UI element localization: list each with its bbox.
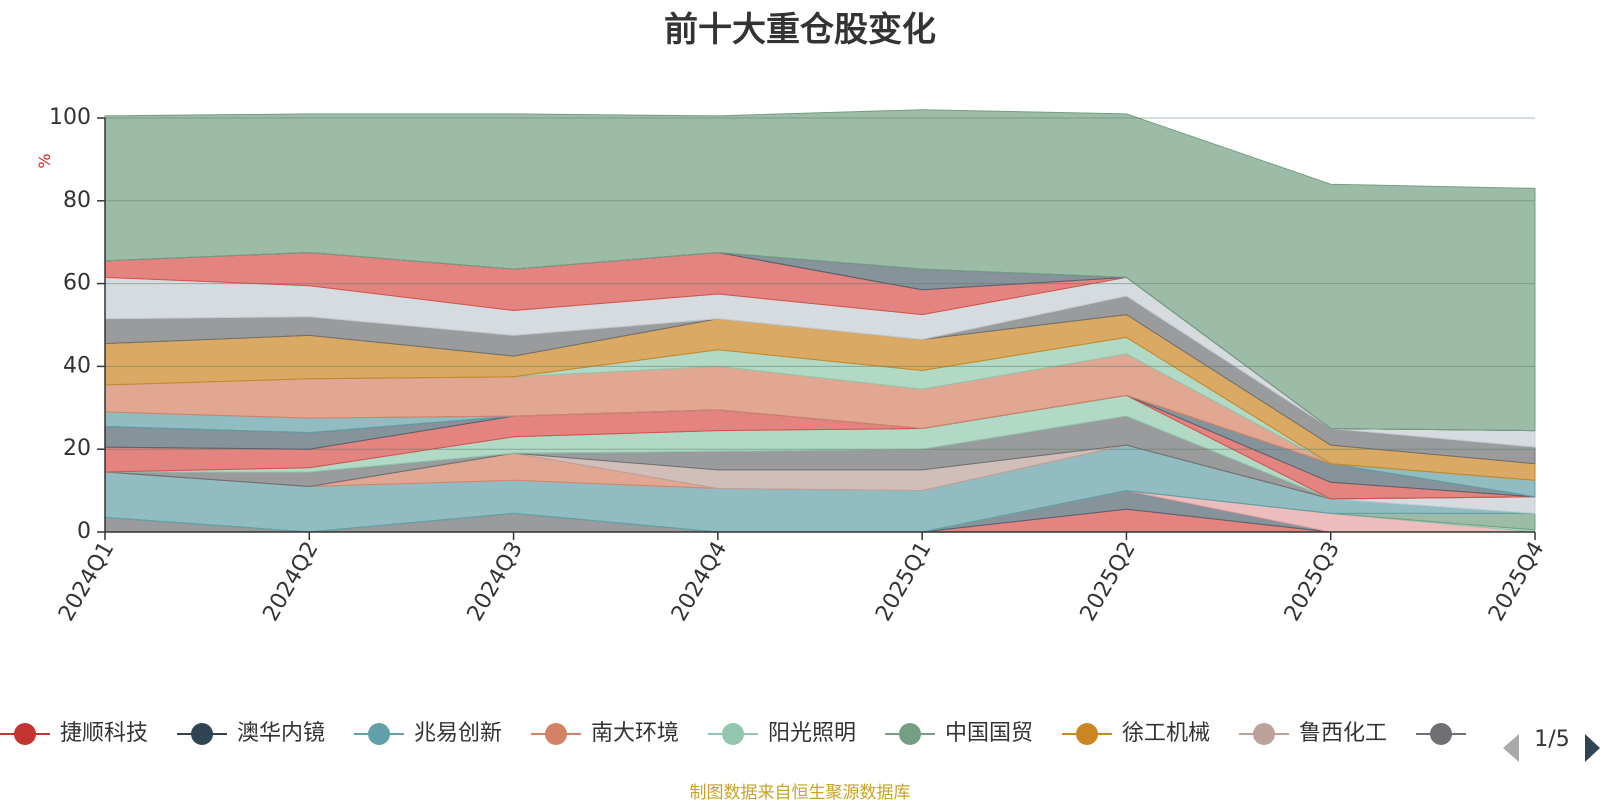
legend-marker-icon: [368, 723, 390, 745]
legend-label: 兆易创新: [414, 721, 502, 746]
legend-label: 鲁西化工: [1299, 721, 1387, 746]
legend-item[interactable]: 澳华内镜: [177, 721, 325, 746]
legend-label: 南大环境: [591, 721, 679, 746]
legend-item[interactable]: 阳光照明: [708, 721, 856, 746]
legend-marker-icon: [1253, 723, 1275, 745]
legend-marker-icon: [1076, 723, 1098, 745]
y-tick-label: 80: [63, 188, 91, 213]
chart-title: 前十大重仓股变化: [664, 10, 936, 50]
legend-item[interactable]: 兆易创新: [354, 721, 502, 746]
legend-marker-icon: [545, 723, 567, 745]
x-tick-label: 2025Q3: [1280, 538, 1345, 626]
axes: %: [35, 118, 1535, 533]
y-tick-label: 100: [49, 105, 91, 130]
legend: 捷顺科技 澳华内镜 兆易创新 南大环境 阳光照明 中国国贸 徐工机械 鲁西化工: [0, 721, 1466, 746]
y-axis-unit: %: [35, 153, 54, 168]
legend-page-indicator: 1/5: [1534, 727, 1569, 752]
legend-item[interactable]: 鲁西化工: [1239, 721, 1387, 746]
gridlines: [105, 117, 1535, 450]
legend-item[interactable]: [1416, 723, 1466, 745]
data-source-note: 制图数据来自恒生聚源数据库: [689, 783, 911, 803]
legend-item[interactable]: 捷顺科技: [0, 721, 148, 746]
legend-next-page-icon[interactable]: [1585, 734, 1600, 762]
x-tick-labels: 2024Q1 2024Q2 2024Q3 2024Q4 2025Q1 2025Q2 2025…: [54, 532, 1549, 626]
x-tick-label: 2024Q3: [463, 538, 528, 626]
legend-items: 捷顺科技 澳华内镜 兆易创新 南大环境 阳光照明 中国国贸 徐工机械 鲁西化工: [0, 721, 1466, 746]
legend-label: 阳光照明: [768, 721, 856, 746]
area-series-layer: [104, 109, 1536, 533]
legend-label: 中国国贸: [945, 721, 1033, 746]
legend-item[interactable]: 徐工机械: [1062, 721, 1210, 746]
x-tick-label: 2024Q2: [258, 538, 323, 626]
area-series-22: [104, 109, 1536, 432]
legend-item[interactable]: 中国国贸: [885, 721, 1033, 746]
legend-marker-icon: [722, 723, 744, 745]
y-tick-labels: 0 20 40 60 80 100: [49, 105, 105, 544]
x-tick-label: 2024Q4: [667, 538, 732, 626]
x-tick-label: 2025Q4: [1484, 538, 1549, 626]
legend-label: 徐工机械: [1122, 721, 1210, 746]
legend-marker-icon: [191, 723, 213, 745]
y-tick-label: 40: [63, 353, 91, 378]
legend-marker-icon: [899, 723, 921, 745]
legend-marker-icon: [14, 723, 36, 745]
x-tick-label: 2025Q1: [871, 538, 936, 626]
y-tick-label: 60: [63, 271, 91, 296]
x-tick-label: 2025Q2: [1076, 538, 1141, 626]
legend-pager: 1/5: [1503, 727, 1600, 762]
legend-label: 澳华内镜: [237, 721, 325, 746]
y-tick-label: 0: [77, 519, 91, 544]
x-tick-label: 2024Q1: [54, 538, 119, 626]
y-tick-label: 20: [63, 436, 91, 461]
legend-label: 捷顺科技: [60, 721, 148, 746]
legend-marker-icon: [1430, 723, 1452, 745]
legend-item[interactable]: 南大环境: [531, 721, 679, 746]
legend-prev-page-icon[interactable]: [1503, 734, 1519, 762]
